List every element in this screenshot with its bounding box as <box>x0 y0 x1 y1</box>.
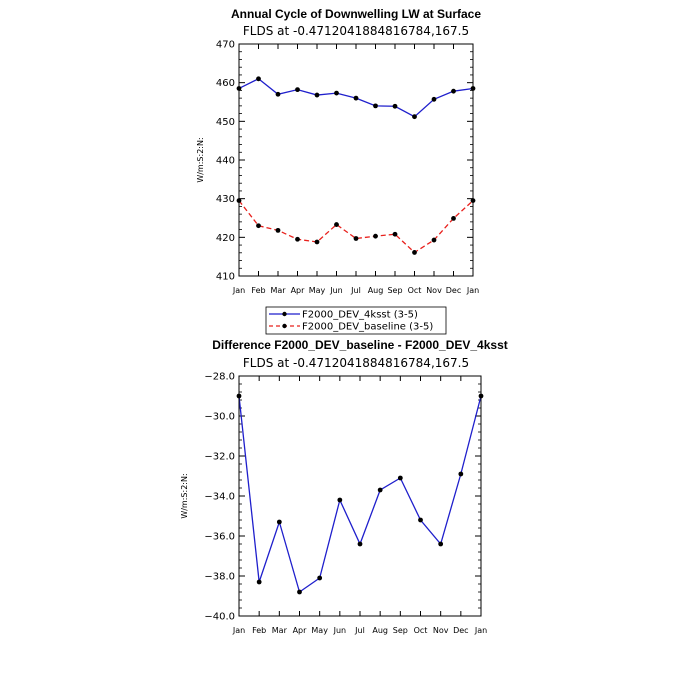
data-point <box>314 92 320 98</box>
x-tick-label: Mar <box>272 626 288 635</box>
y-tick-label: 430 <box>216 194 235 205</box>
y-tick-label: −38.0 <box>204 572 235 583</box>
y-tick-label: −34.0 <box>204 492 235 503</box>
y-tick-label: −40.0 <box>204 612 235 623</box>
chart2-y-axis-label: W/m:S:2:N: <box>180 473 189 518</box>
x-tick-label: Jan <box>232 286 245 295</box>
data-point <box>353 95 359 101</box>
data-point <box>276 519 282 525</box>
legend-label-baseline: F2000_DEV_baseline (3-5) <box>302 322 433 333</box>
y-tick-label: −28.0 <box>204 372 235 383</box>
x-tick-label: Jan <box>466 286 479 295</box>
chart1-title: Annual Cycle of Downwelling LW at Surfac… <box>231 7 481 21</box>
data-point <box>412 114 417 120</box>
legend-label-4ksst: F2000_DEV_4ksst (3-5) <box>302 310 418 321</box>
x-tick-label: Jul <box>350 286 361 295</box>
chart1-y-axis-label: W/m:S:2:N: <box>196 137 205 182</box>
y-tick-label: −32.0 <box>204 452 235 463</box>
data-point <box>377 487 383 493</box>
x-tick-label: Nov <box>426 286 442 295</box>
y-tick-label: −36.0 <box>204 532 235 543</box>
x-tick-label: Sep <box>393 626 408 635</box>
chart2-plot-frame <box>238 375 482 617</box>
x-tick-label: Apr <box>293 626 308 635</box>
x-tick-label: Sep <box>387 286 402 295</box>
chart-difference: Difference F2000_DEV_baseline - F2000_DE… <box>180 338 508 635</box>
data-point <box>275 227 281 233</box>
chart1-series <box>236 76 476 255</box>
data-point <box>418 517 423 523</box>
chart1-axes: Jan Feb Mar Apr May Jun Jul Aug Sep Oct Nov Dec Jan 4… <box>216 40 479 296</box>
data-point <box>256 223 261 229</box>
data-point <box>431 237 437 243</box>
data-point <box>297 589 302 595</box>
x-tick-label: Oct <box>408 286 422 295</box>
data-point <box>451 215 456 221</box>
chart2-subtitle: FLDS at -0.4712041884816784,167.5 <box>243 356 469 370</box>
x-tick-label: Nov <box>433 626 449 635</box>
data-point <box>451 88 456 94</box>
data-point <box>314 239 320 245</box>
x-tick-label: Jul <box>354 626 365 635</box>
chart2-title: Difference F2000_DEV_baseline - F2000_DE… <box>212 338 508 352</box>
data-point <box>275 91 281 97</box>
data-point <box>397 475 403 481</box>
chart1-subtitle: FLDS at -0.4712041884816784,167.5 <box>243 24 469 38</box>
data-point <box>256 579 262 585</box>
x-tick-label: Feb <box>252 626 266 635</box>
x-tick-label: Aug <box>368 286 384 295</box>
data-point <box>458 471 464 477</box>
data-point <box>357 541 363 547</box>
y-tick-label: 410 <box>216 272 235 283</box>
x-tick-label: Jun <box>329 286 343 295</box>
data-point <box>295 236 300 242</box>
x-tick-label: Aug <box>372 626 388 635</box>
x-tick-label: Jan <box>474 626 487 635</box>
chart1-plot-frame <box>238 43 474 277</box>
x-tick-label: May <box>309 286 326 295</box>
legend-marker-4ksst <box>282 311 287 317</box>
data-point <box>334 90 339 96</box>
x-tick-label: May <box>311 626 328 635</box>
data-point <box>412 250 417 255</box>
y-tick-label: 470 <box>216 40 235 51</box>
x-tick-label: Feb <box>251 286 265 295</box>
data-point <box>295 87 300 93</box>
data-point <box>431 96 437 102</box>
x-tick-label: Dec <box>446 286 461 295</box>
data-point <box>392 103 398 109</box>
y-tick-label: 450 <box>216 117 235 128</box>
x-tick-label: Dec <box>453 626 468 635</box>
chart2-series <box>236 393 484 595</box>
data-point <box>337 497 343 503</box>
data-point <box>438 541 444 547</box>
chart-annual-cycle: Annual Cycle of Downwelling LW at Surfac… <box>196 7 481 335</box>
legend-marker-baseline <box>282 323 287 329</box>
x-tick-label: Apr <box>291 286 306 295</box>
chart1-legend: F2000_DEV_4ksst (3-5) F2000_DEV_baseline… <box>265 306 447 335</box>
legend-box <box>265 306 447 335</box>
data-point <box>256 76 261 82</box>
y-tick-label: −30.0 <box>204 412 235 423</box>
y-tick-label: 460 <box>216 78 235 89</box>
y-tick-label: 440 <box>216 156 235 167</box>
data-point <box>373 103 378 109</box>
data-point <box>392 231 398 237</box>
data-point <box>317 575 323 581</box>
y-tick-label: 420 <box>216 233 235 244</box>
x-tick-label: Mar <box>270 286 286 295</box>
x-tick-label: Jun <box>333 626 347 635</box>
data-point <box>334 222 339 227</box>
x-tick-label: Jan <box>232 626 245 635</box>
chart2-axes: Jan Feb Mar Apr May Jun Jul Aug Sep Oct Nov Dec Jan −… <box>204 372 487 636</box>
data-point <box>373 233 378 239</box>
x-tick-label: Oct <box>414 626 428 635</box>
data-point <box>353 236 359 241</box>
